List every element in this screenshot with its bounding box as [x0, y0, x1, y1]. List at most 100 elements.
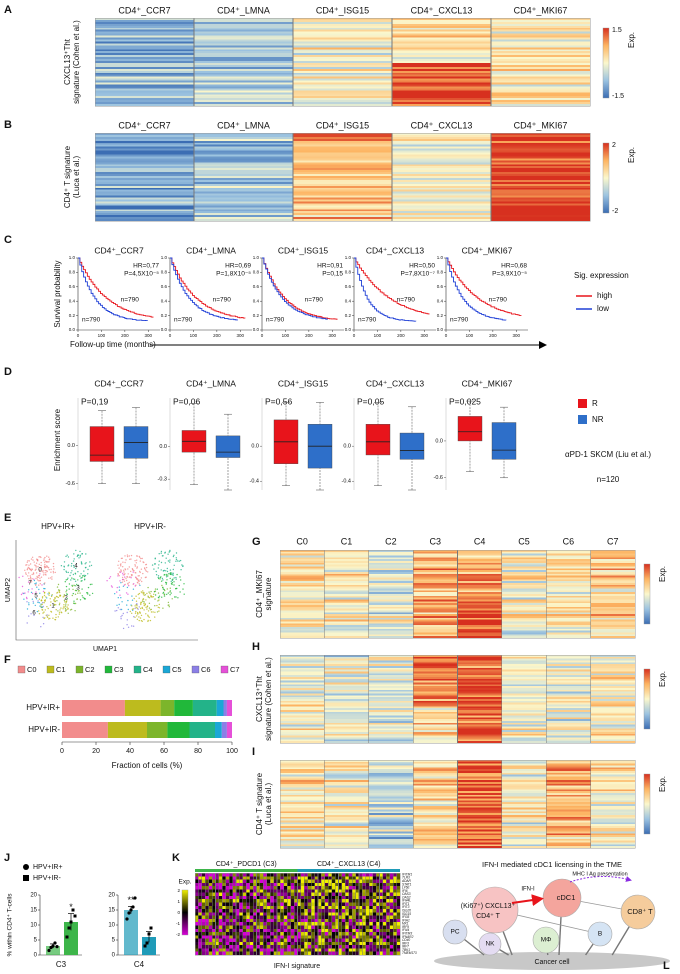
- heatmap-cell: [348, 905, 353, 910]
- heatmap-cell: [501, 606, 547, 610]
- heatmap-cell: [293, 177, 393, 181]
- heatmap-cell: [369, 922, 374, 926]
- heatmap-cell: [457, 590, 503, 593]
- heatmap-cell: [253, 918, 257, 923]
- heatmap-cell: [287, 932, 292, 936]
- heatmap-cell: [368, 704, 414, 707]
- heatmap-cell: [335, 948, 339, 953]
- legend-label: HPV+IR+: [33, 864, 63, 871]
- data-point: [51, 944, 55, 948]
- heatmap-cell: [338, 928, 343, 933]
- heatmap-cell: [195, 941, 199, 946]
- heatmap-cell: [242, 899, 247, 903]
- heatmap-cell: [546, 765, 592, 768]
- y-tick-label: 1.0: [437, 255, 444, 260]
- heatmap-cell: [491, 39, 591, 42]
- heatmap-cell: [368, 809, 414, 812]
- heatmap-cell: [95, 215, 195, 218]
- heatmap-cell: [501, 824, 547, 827]
- data-point: [149, 926, 153, 930]
- heatmap-cell: [331, 892, 336, 897]
- heatmap-cell: [95, 41, 195, 44]
- heatmap-cell: [338, 951, 343, 956]
- heatmap-cell: [324, 902, 329, 907]
- heatmap-cell: [249, 922, 254, 926]
- heatmap-cell: [386, 902, 391, 907]
- heatmap-cell: [590, 684, 636, 687]
- heatmap-cell: [198, 905, 203, 910]
- heatmap-cell: [246, 918, 251, 923]
- heatmap-cell: [280, 559, 325, 562]
- umap-point: [76, 598, 78, 601]
- group-bar: [297, 869, 400, 872]
- umap-point: [143, 594, 145, 596]
- cell: [620, 894, 656, 930]
- heatmap-cell: [280, 616, 325, 619]
- heatmap-cell: [287, 895, 292, 900]
- heatmap-cell: [239, 876, 244, 880]
- heatmap-cell: [263, 945, 268, 949]
- heatmap-cell: [95, 181, 195, 185]
- heatmap-cell: [263, 915, 268, 920]
- heatmap-cell: [194, 172, 294, 175]
- heatmap-cell: [215, 895, 220, 900]
- bar-segment: [147, 722, 168, 738]
- umap-point: [135, 600, 138, 602]
- heatmap-cell: [95, 179, 195, 183]
- umap-point: [138, 597, 140, 599]
- cluster-label: 6: [32, 611, 36, 617]
- group-header: CD4⁺_PDCD1 (C3): [216, 861, 277, 868]
- heatmap-cell: [321, 941, 326, 946]
- y-axis-label: signature: [264, 577, 273, 610]
- heatmap-cell: [382, 938, 387, 943]
- heatmap-cell: [212, 892, 216, 897]
- heatmap-cell: [324, 551, 370, 555]
- heatmap-cell: [546, 636, 592, 639]
- heatmap-cell: [590, 818, 636, 821]
- heatmap-cell: [365, 938, 370, 943]
- umap-point: [67, 565, 69, 567]
- colorbar-tick-label: 2: [177, 888, 180, 893]
- heatmap-cell: [376, 876, 380, 880]
- gene-label: ISG20: [402, 909, 411, 913]
- cell-label: CD4⁺ T: [476, 913, 501, 920]
- heatmap-cell: [491, 76, 591, 80]
- heatmap-cell: [242, 889, 247, 894]
- heatmap-cell: [293, 86, 393, 89]
- heatmap-cell: [195, 873, 199, 877]
- heatmap-cell: [392, 27, 492, 31]
- heatmap-cell: [212, 882, 216, 887]
- heatmap-cell: [457, 805, 503, 809]
- heatmap-cell: [280, 809, 325, 812]
- heatmap-cell: [376, 899, 380, 903]
- heatmap-cell: [355, 945, 360, 949]
- heatmap-cell: [501, 678, 547, 682]
- heatmap-cell: [280, 553, 325, 556]
- heatmap-cell: [392, 136, 492, 140]
- umap-point: [136, 618, 139, 620]
- heatmap-cell: [491, 29, 591, 33]
- heatmap-cell: [546, 625, 592, 628]
- heatmap-cell: [501, 562, 547, 566]
- umap-point: [173, 577, 175, 579]
- heatmap-cell: [215, 882, 220, 887]
- heatmap-cell: [368, 697, 414, 700]
- heatmap-cell: [546, 662, 592, 665]
- umap-point: [31, 592, 34, 595]
- heatmap-cell: [328, 909, 333, 913]
- heatmap-cell: [501, 625, 547, 628]
- cell: [587, 921, 613, 947]
- heatmap-cell: [236, 932, 240, 936]
- heatmap-cell: [236, 886, 240, 890]
- heatmap-cell: [324, 728, 370, 731]
- heatmap-cell: [546, 820, 592, 823]
- heatmap-cell: [365, 922, 370, 926]
- heatmap-cell: [280, 796, 325, 799]
- heatmap-cell: [290, 922, 295, 926]
- heatmap-cell: [413, 693, 458, 696]
- heatmap-cell: [501, 605, 547, 608]
- heatmap-cell: [259, 922, 264, 926]
- heatmap-cell: [311, 876, 315, 880]
- heatmap-cell: [413, 782, 458, 785]
- heatmap-cell: [491, 100, 591, 103]
